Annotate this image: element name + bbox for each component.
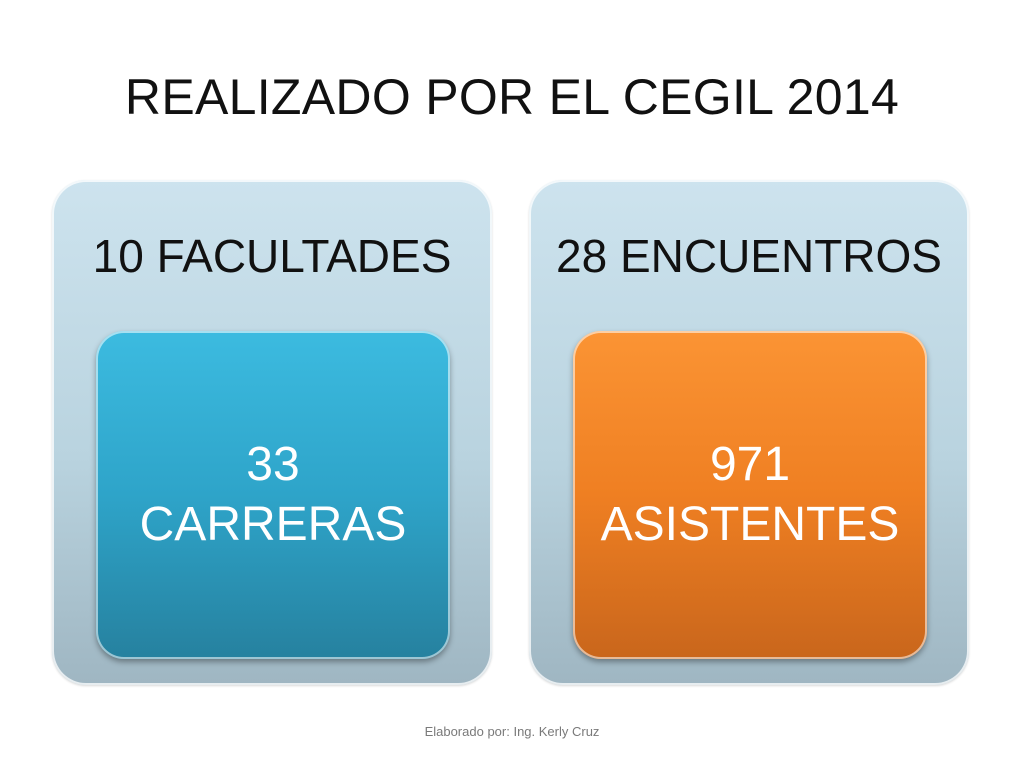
- carreras-count: 33: [246, 438, 300, 491]
- carreras-label: CARRERAS: [139, 498, 407, 551]
- panel-facultades: 10 FACULTADES 33 CARRERAS: [52, 180, 492, 685]
- slide-title: REALIZADO POR EL CEGIL 2014: [124, 69, 900, 125]
- panel-encuentros: 28 ENCUENTROS 971 ASISTENTES: [529, 180, 969, 685]
- asistentes-label: ASISTENTES: [600, 498, 900, 551]
- panel-heading-facultades: 10 FACULTADES: [92, 230, 452, 282]
- slide-footer: Elaborado por: Ing. Kerly Cruz: [424, 724, 600, 739]
- panel-heading-encuentros: 28 ENCUENTROS: [556, 230, 942, 282]
- asistentes-count: 971: [709, 438, 791, 491]
- inner-box-carreras: 33 CARRERAS: [96, 331, 450, 659]
- inner-box-asistentes: 971 ASISTENTES: [573, 331, 927, 659]
